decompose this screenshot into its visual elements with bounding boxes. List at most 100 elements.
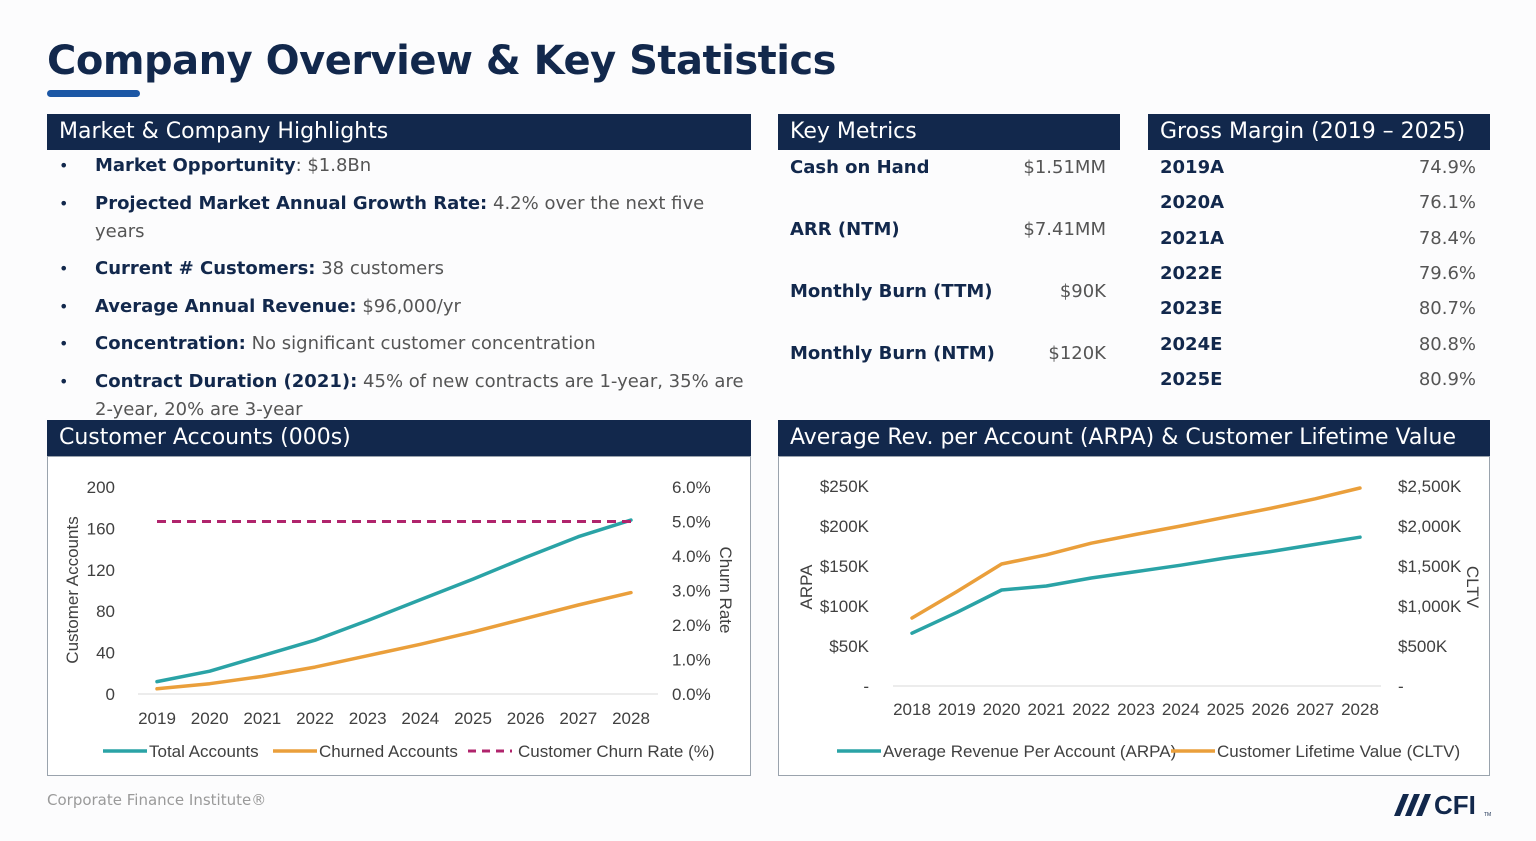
y-tick-label: 40	[96, 644, 115, 663]
y2-tick-label: $1,000K	[1398, 597, 1462, 616]
y-tick-label: 0	[106, 685, 115, 704]
y-tick-label: $250K	[820, 477, 870, 496]
gross-margin-header: Gross Margin (2019 – 2025)	[1148, 114, 1490, 150]
cfi-logo-text: CFI	[1434, 790, 1476, 820]
highlight-label: Projected Market Annual Growth Rate:	[95, 192, 488, 214]
key-metric-label: ARR (NTM)	[790, 219, 900, 240]
x-tick-label: 2023	[349, 709, 387, 728]
gross-margin-row: 2019A 74.9%	[1160, 157, 1476, 178]
gross-margin-row: 2020A 76.1%	[1160, 192, 1476, 213]
y-tick-label: 160	[87, 519, 115, 538]
arpa-ltv-chart: - $50K $100K $150K $200K $250K - $500K $1,000K $1…	[778, 456, 1490, 776]
gross-margin-year: 2020A	[1160, 192, 1225, 214]
key-metric-row: Cash on Hand $1.51MM	[790, 157, 1106, 178]
gross-margin-row: 2021A 78.4%	[1160, 228, 1476, 249]
key-metric-value: $90K	[1059, 281, 1106, 302]
highlight-item: Contract Duration (2021): 45% of new con…	[47, 368, 747, 424]
gross-margin-value: 80.8%	[1418, 333, 1476, 355]
footer-text: Corporate Finance Institute®	[47, 791, 267, 809]
gross-margin-value: 79.6%	[1418, 262, 1476, 284]
highlight-label: Concentration:	[95, 333, 246, 354]
y2-axis-title: CLTV	[1463, 566, 1482, 609]
y2-tick-label: 2.0%	[672, 616, 711, 635]
gross-margin-year: 2023E	[1160, 298, 1223, 320]
y-tick-label: 120	[87, 561, 115, 580]
arpa-ltv-svg: - $50K $100K $150K $200K $250K - $500K $1,000K $1…	[797, 477, 1482, 761]
x-tick-label: 2021	[243, 709, 281, 728]
gross-margin-row: 2023E 80.7%	[1160, 298, 1476, 319]
highlight-text: : $1.8Bn	[295, 155, 372, 176]
key-metric-value: $7.41MM	[1023, 219, 1106, 240]
highlights-list: Market Opportunity: $1.8Bn Projected Mark…	[47, 152, 747, 433]
legend-label: Churned Accounts	[319, 742, 458, 761]
key-metric-label: Cash on Hand	[790, 157, 930, 178]
gross-margin-value: 76.1%	[1418, 192, 1476, 214]
x-tick-label: 2027	[559, 709, 597, 728]
key-metric-value: $120K	[1048, 343, 1106, 364]
highlight-item: Average Annual Revenue: $96,000/yr	[47, 293, 747, 321]
x-tick-label: 2028	[612, 709, 650, 728]
gross-margin-year: 2024E	[1160, 333, 1223, 355]
gross-margin-year: 2021A	[1160, 227, 1225, 249]
gross-margin-value: 80.9%	[1418, 368, 1476, 390]
title-underline	[47, 90, 140, 97]
highlight-text: No significant customer concentration	[245, 333, 596, 354]
key-metric-label: Monthly Burn (NTM)	[790, 343, 995, 364]
gross-margin-value: 78.4%	[1418, 227, 1476, 249]
highlight-label: Current # Customers:	[95, 258, 316, 279]
key-metric-label: Monthly Burn (TTM)	[790, 281, 993, 302]
highlight-label: Contract Duration (2021):	[95, 370, 358, 392]
x-tick-label: 2024	[401, 709, 439, 728]
series-line-0	[910, 535, 1362, 635]
highlight-item: Market Opportunity: $1.8Bn	[47, 152, 747, 180]
x-tick-label: 2020	[983, 700, 1021, 719]
cfi-logo-tm: TM	[1484, 812, 1491, 818]
highlight-label: Average Annual Revenue:	[95, 295, 357, 317]
series-line-0	[155, 518, 633, 684]
y2-tick-label: 1.0%	[672, 651, 711, 670]
highlight-text: 45% of new contracts are 1-year, 35% are…	[95, 370, 744, 420]
y-axis-title: ARPA	[797, 564, 816, 610]
y-tick-label: 200	[87, 478, 115, 497]
legend-label: Customer Lifetime Value (CLTV)	[1217, 742, 1460, 761]
y2-tick-label: $2,000K	[1398, 517, 1462, 536]
highlight-item: Current # Customers: 38 customers	[47, 255, 747, 283]
y2-axis-title: Churn Rate	[716, 547, 735, 634]
key-metric-value: $1.51MM	[1023, 157, 1106, 178]
y2-tick-label: 6.0%	[672, 478, 711, 497]
arpa-ltv-header: Average Rev. per Account (ARPA) & Custom…	[778, 420, 1490, 486]
x-tick-label: 2025	[454, 709, 492, 728]
y-tick-label: -	[863, 677, 869, 696]
y-tick-label: $150K	[820, 557, 870, 576]
x-tick-label: 2026	[1251, 700, 1289, 719]
y2-tick-label: 4.0%	[672, 547, 711, 566]
x-tick-label: 2022	[1072, 700, 1110, 719]
y-tick-label: 80	[96, 602, 115, 621]
series-line-1	[155, 590, 633, 691]
legend-label: Total Accounts	[149, 742, 259, 761]
customer-accounts-header: Customer Accounts (000s)	[47, 420, 751, 456]
highlight-item: Projected Market Annual Growth Rate: 4.2…	[47, 190, 747, 246]
cfi-logo-mark	[1394, 794, 1431, 816]
y2-tick-label: 3.0%	[672, 582, 711, 601]
key-metrics-header: Key Metrics	[778, 114, 1120, 150]
customer-accounts-svg: 0 40 80 120 160 200 0.0% 1.0% 2.0% 3.0% 4.0% 5.0% 6.…	[63, 478, 735, 761]
x-tick-label: 2026	[507, 709, 545, 728]
x-tick-label: 2027	[1296, 700, 1334, 719]
legend-label: Customer Churn Rate (%)	[518, 742, 715, 761]
x-tick-label: 2021	[1027, 700, 1065, 719]
x-tick-label: 2024	[1162, 700, 1200, 719]
highlights-header: Market & Company Highlights	[47, 114, 751, 150]
gross-margin-value: 74.9%	[1418, 157, 1476, 178]
x-tick-label: 2023	[1117, 700, 1155, 719]
y2-tick-label: $500K	[1398, 637, 1448, 656]
gross-margin-row: 2025E 80.9%	[1160, 369, 1476, 390]
key-metric-row: Monthly Burn (NTM) $120K	[790, 343, 1106, 364]
highlight-text: 38 customers	[315, 258, 444, 279]
highlight-text: 4.2% over the next five years	[95, 192, 705, 242]
highlight-text: $96,000/yr	[356, 295, 461, 317]
y-axis-title: Customer Accounts	[63, 516, 82, 663]
gross-margin-row: 2022E 79.6%	[1160, 263, 1476, 284]
gross-margin-year: 2025E	[1160, 368, 1223, 390]
series-line-1	[910, 486, 1362, 620]
